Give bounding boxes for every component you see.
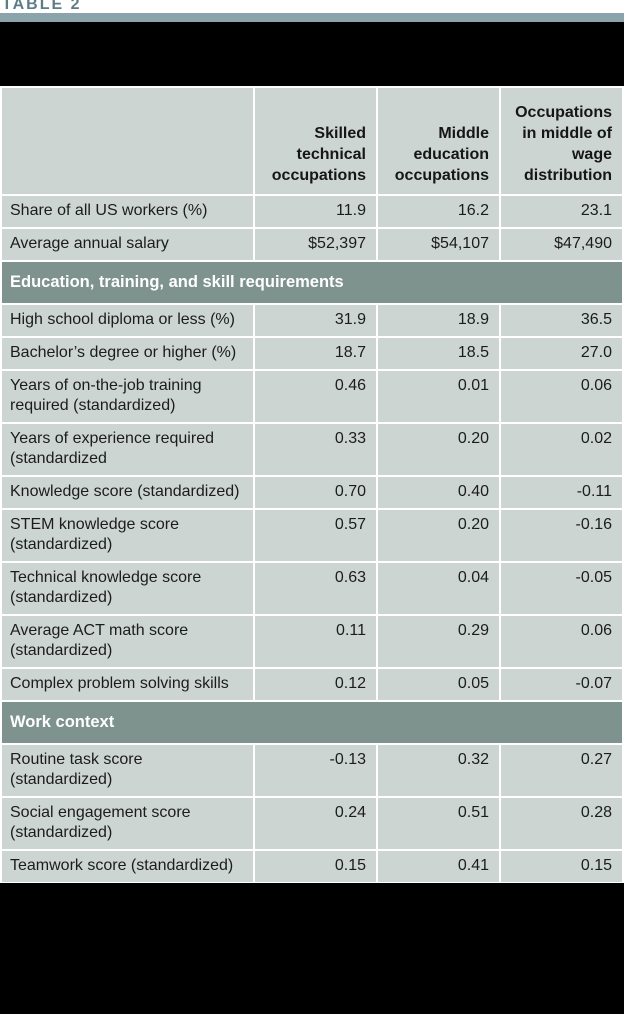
value-cell: 27.0 xyxy=(501,338,622,369)
value-cell: 0.05 xyxy=(378,669,499,700)
table-row: Average ACT math score (standardized) 0.1… xyxy=(2,616,622,667)
value-cell: 0.28 xyxy=(501,798,622,849)
value-cell: 16.2 xyxy=(378,196,499,227)
table-section-row: Education, training, and skill requireme… xyxy=(2,262,622,303)
value-cell: 0.41 xyxy=(378,851,499,882)
accent-bar xyxy=(0,13,624,22)
value-cell: 0.01 xyxy=(378,371,499,422)
value-cell: 0.15 xyxy=(255,851,376,882)
row-label-cell: Average ACT math score (standardized) xyxy=(2,616,253,667)
value-cell: 0.29 xyxy=(378,616,499,667)
table-row: Knowledge score (standardized) 0.70 0.40 -0… xyxy=(2,477,622,508)
value-cell: $54,107 xyxy=(378,229,499,260)
row-label-cell: Teamwork score (standardized) xyxy=(2,851,253,882)
value-cell: 0.63 xyxy=(255,563,376,614)
value-cell: 0.24 xyxy=(255,798,376,849)
value-cell: 11.9 xyxy=(255,196,376,227)
row-label-cell: Routine task score (standardized) xyxy=(2,745,253,796)
row-label-cell: Technical knowledge score (standardized) xyxy=(2,563,253,614)
table-row: High school diploma or less (%) 31.9 18.9 3… xyxy=(2,305,622,336)
redacted-title-band xyxy=(0,22,624,86)
occupations-comparison-table: Skilled technical occupations Middle edu… xyxy=(0,86,624,884)
value-cell: 0.46 xyxy=(255,371,376,422)
value-cell: 0.15 xyxy=(501,851,622,882)
value-cell: 0.20 xyxy=(378,424,499,475)
value-cell: 36.5 xyxy=(501,305,622,336)
table-row: Technical knowledge score (standardized)… xyxy=(2,563,622,614)
value-cell: 0.11 xyxy=(255,616,376,667)
value-cell: 0.33 xyxy=(255,424,376,475)
value-cell: -0.05 xyxy=(501,563,622,614)
value-cell: 0.40 xyxy=(378,477,499,508)
table-row: Share of all US workers (%) 11.9 16.2 23.1 xyxy=(2,196,622,227)
value-cell: 0.06 xyxy=(501,616,622,667)
table-row: Teamwork score (standardized) 0.15 0.41 0.1… xyxy=(2,851,622,882)
row-label-cell: Share of all US workers (%) xyxy=(2,196,253,227)
value-cell: -0.07 xyxy=(501,669,622,700)
table-row: Years of on-the-job training required (s… xyxy=(2,371,622,422)
value-cell: 18.5 xyxy=(378,338,499,369)
section-header-cell: Education, training, and skill requireme… xyxy=(2,262,622,303)
table-row: Bachelor’s degree or higher (%) 18.7 18.5 2… xyxy=(2,338,622,369)
table-header-row: Skilled technical occupations Middle edu… xyxy=(2,88,622,194)
value-cell: 0.02 xyxy=(501,424,622,475)
row-label-cell: Years of on-the-job training required (s… xyxy=(2,371,253,422)
table-row: Average annual salary $52,397 $54,107 $47,4… xyxy=(2,229,622,260)
value-cell: 0.12 xyxy=(255,669,376,700)
value-cell: 0.20 xyxy=(378,510,499,561)
table-row: Social engagement score (standardized) 0.… xyxy=(2,798,622,849)
value-cell: -0.13 xyxy=(255,745,376,796)
row-label-cell: Bachelor’s degree or higher (%) xyxy=(2,338,253,369)
table-row: Years of experience required (standardiz… xyxy=(2,424,622,475)
table-number-label: TABLE 2 xyxy=(2,0,82,13)
table-body: Share of all US workers (%) 11.9 16.2 23.1 A… xyxy=(2,196,622,882)
value-cell: $52,397 xyxy=(255,229,376,260)
table-row: STEM knowledge score (standardized) 0.57 0… xyxy=(2,510,622,561)
table-row: Routine task score (standardized) -0.13 0.… xyxy=(2,745,622,796)
value-cell: 0.70 xyxy=(255,477,376,508)
row-label-cell: Complex problem solving skills xyxy=(2,669,253,700)
value-cell: 31.9 xyxy=(255,305,376,336)
section-header-cell: Work context xyxy=(2,702,622,743)
value-cell: -0.16 xyxy=(501,510,622,561)
row-label-cell: STEM knowledge score (standardized) xyxy=(2,510,253,561)
value-cell: 0.04 xyxy=(378,563,499,614)
value-cell: 23.1 xyxy=(501,196,622,227)
redacted-footer-band xyxy=(0,883,624,1014)
header-col-middle-wage: Occupations in middle of wage distributi… xyxy=(501,88,622,194)
value-cell: -0.11 xyxy=(501,477,622,508)
header-col-middle-education: Middle education occupations xyxy=(378,88,499,194)
header-col-skilled-technical: Skilled technical occupations xyxy=(255,88,376,194)
row-label-cell: Knowledge score (standardized) xyxy=(2,477,253,508)
value-cell: 0.27 xyxy=(501,745,622,796)
value-cell: 0.06 xyxy=(501,371,622,422)
value-cell: $47,490 xyxy=(501,229,622,260)
row-label-cell: Average annual salary xyxy=(2,229,253,260)
value-cell: 0.51 xyxy=(378,798,499,849)
value-cell: 0.32 xyxy=(378,745,499,796)
row-label-cell: Years of experience required (standardiz… xyxy=(2,424,253,475)
table-section-row: Work context xyxy=(2,702,622,743)
row-label-cell: High school diploma or less (%) xyxy=(2,305,253,336)
value-cell: 18.7 xyxy=(255,338,376,369)
row-label-cell: Social engagement score (standardized) xyxy=(2,798,253,849)
value-cell: 18.9 xyxy=(378,305,499,336)
table-row: Complex problem solving skills 0.12 0.05 -0… xyxy=(2,669,622,700)
value-cell: 0.57 xyxy=(255,510,376,561)
header-corner-cell xyxy=(2,88,253,194)
